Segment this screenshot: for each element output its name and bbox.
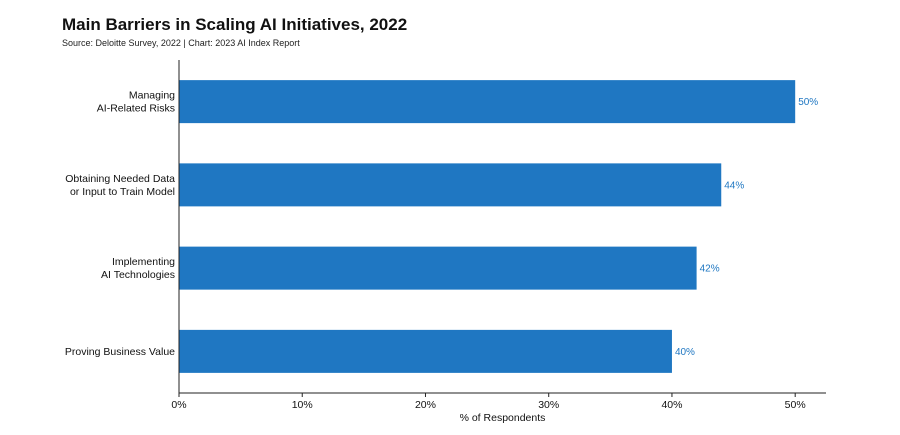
value-label-3: 42% (700, 264, 720, 275)
chart-title: Main Barriers in Scaling AI Initiatives,… (62, 15, 408, 34)
category-label-line: AI-Related Risks (97, 103, 175, 115)
chart-subtitle: Source: Deloitte Survey, 2022 | Chart: 2… (62, 38, 300, 48)
category-label-3: Implementing AI Technologies (101, 256, 175, 281)
value-label-1: 50% (798, 97, 818, 108)
value-label-2: 44% (724, 180, 744, 191)
category-label-1: Managing AI-Related Risks (97, 90, 175, 115)
category-label-line: Managing (129, 90, 175, 102)
category-label-line: AI Technologies (101, 269, 175, 281)
category-label-line: Obtaining Needed Data (65, 173, 175, 185)
category-label-line: Proving Business Value (65, 346, 175, 358)
category-label-line: or Input to Train Model (70, 186, 175, 198)
x-tick-label: 10% (292, 399, 313, 411)
bar-2 (179, 163, 722, 207)
value-label-4: 40% (675, 347, 695, 358)
x-axis-label: % of Respondents (460, 412, 546, 424)
x-tick-label: 50% (785, 399, 806, 411)
category-label-2: Obtaining Needed Data or Input to Train M… (65, 173, 175, 198)
x-tick-label: 30% (538, 399, 559, 411)
bar-3 (179, 246, 697, 290)
bar-4 (179, 329, 672, 373)
category-label-line: Implementing (112, 256, 175, 268)
category-label-4: Proving Business Value (65, 346, 175, 358)
bar-1 (179, 80, 796, 124)
x-tick-label: 40% (661, 399, 682, 411)
x-tick-label: 20% (415, 399, 436, 411)
x-tick-label: 0% (171, 399, 186, 411)
